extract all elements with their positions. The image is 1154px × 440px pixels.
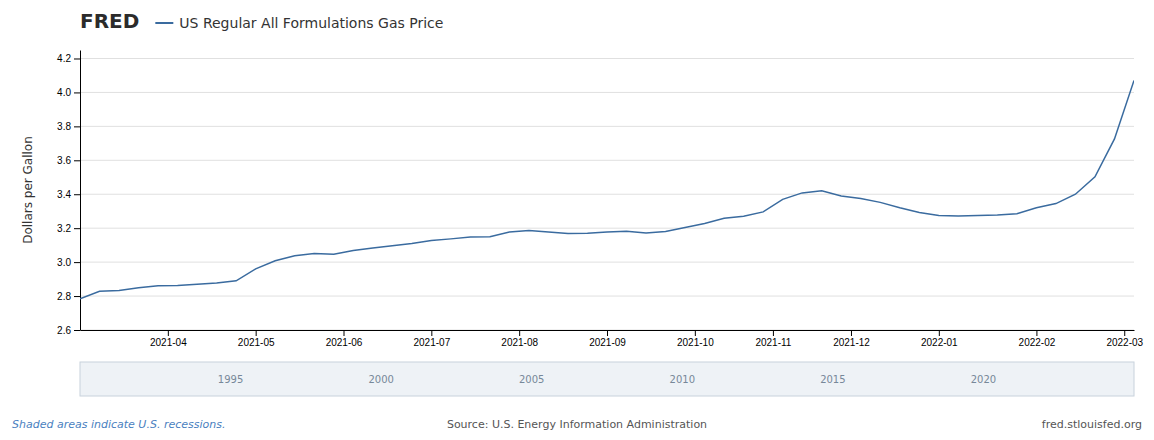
x-tick-mark xyxy=(851,330,852,336)
navigator-year: 2020 xyxy=(971,374,996,385)
navigator: 1995 2000 2005 2010 2015 2020 xyxy=(80,362,1134,396)
y-tick-mark xyxy=(74,262,80,263)
x-tick: 2021-12 xyxy=(833,330,870,348)
y-tick-label: 3.4 xyxy=(57,189,71,200)
x-tick-mark xyxy=(344,330,345,336)
x-tick: 2021-11 xyxy=(755,330,791,348)
y-tick-mark xyxy=(74,296,80,297)
y-axis: 2.6 2.8 3.0 3.2 3.4 3.6 3.8 4.0 4.2 xyxy=(57,51,80,336)
y-axis-title: Dollars per Gallon xyxy=(21,136,35,244)
x-tick-label: 2022-03 xyxy=(1106,337,1143,348)
x-tick-mark xyxy=(773,330,774,336)
chart: FRED US Regular All Formulations Gas Pric… xyxy=(0,0,1154,440)
grid-line xyxy=(80,262,1134,263)
x-tick-label: 2021-07 xyxy=(413,337,450,348)
grid-line xyxy=(80,296,1134,297)
x-tick: 2021-09 xyxy=(589,330,626,348)
x-tick: 2021-05 xyxy=(238,330,275,348)
y-tick: 3.4 xyxy=(57,189,80,200)
x-tick: 2021-10 xyxy=(677,330,714,348)
x-tick-label: 2021-10 xyxy=(677,337,714,348)
x-tick-mark xyxy=(431,330,432,336)
x-tick-label: 2021-12 xyxy=(833,337,870,348)
x-tick: 2021-06 xyxy=(326,330,363,348)
x-tick: 2022-01 xyxy=(921,330,958,348)
y-tick: 3.6 xyxy=(57,155,80,166)
x-tick-mark xyxy=(939,330,940,336)
title-swatch xyxy=(155,22,173,24)
navigator-year: 1995 xyxy=(218,374,243,385)
series xyxy=(80,80,1134,298)
grid-line xyxy=(80,126,1134,127)
x-axis: 2021-04 2021-05 2021-06 2021-07 2021-08 2021-… xyxy=(81,330,1144,348)
y-tick-label: 2.6 xyxy=(57,325,71,336)
y-tick: 4.0 xyxy=(57,87,80,98)
navigator-year: 2000 xyxy=(368,374,393,385)
y-tick: 3.2 xyxy=(57,223,80,234)
title: US Regular All Formulations Gas Price xyxy=(179,15,443,31)
grid-line xyxy=(80,58,1134,59)
footer-note: Shaded areas indicate U.S. recessions. xyxy=(12,418,225,431)
x-tick-mark xyxy=(695,330,696,336)
plot: 2.62.83.03.23.43.63.84.04.22021-042021-0… xyxy=(21,51,1144,349)
y-tick-label: 3.2 xyxy=(57,223,71,234)
x-tick-label: 2022-02 xyxy=(1019,337,1056,348)
grid-line xyxy=(80,228,1134,229)
y-tick-mark xyxy=(74,58,80,59)
y-tick-label: 4.0 xyxy=(57,87,71,98)
y-tick: 2.6 xyxy=(57,325,80,336)
grid-line xyxy=(80,92,1134,93)
y-tick: 2.8 xyxy=(57,291,80,302)
x-tick: 2021-08 xyxy=(501,330,538,348)
y-tick-mark xyxy=(74,194,80,195)
x-tick-mark xyxy=(168,330,169,336)
navigator-year: 2005 xyxy=(519,374,544,385)
y-tick-mark xyxy=(74,126,80,127)
y-axis-line xyxy=(80,51,81,331)
x-tick-label: 2021-11 xyxy=(755,337,791,348)
x-tick-label: 2021-06 xyxy=(326,337,363,348)
x-tick: 2021-04 xyxy=(150,330,187,348)
y-tick-label: 3.8 xyxy=(57,121,71,132)
y-tick-mark xyxy=(74,228,80,229)
x-tick-label: 2021-05 xyxy=(238,337,275,348)
brand: FRED xyxy=(80,9,139,33)
y-tick-label: 3.6 xyxy=(57,155,71,166)
y-tick-label: 2.8 xyxy=(57,291,71,302)
x-tick-label: 2021-09 xyxy=(589,337,626,348)
y-tick-mark xyxy=(74,160,80,161)
x-tick-mark xyxy=(256,330,257,336)
footer: Shaded areas indicate U.S. recessions. So… xyxy=(12,418,1142,431)
x-tick: 2021-07 xyxy=(413,330,450,348)
y-tick-label: 4.2 xyxy=(57,53,71,64)
x-tick-mark xyxy=(607,330,608,336)
y-tick: 3.0 xyxy=(57,257,80,268)
navigator-band xyxy=(80,362,1134,396)
x-tick-mark xyxy=(1036,330,1037,336)
grid xyxy=(80,58,1134,330)
grid-line xyxy=(80,194,1134,195)
y-tick-mark xyxy=(74,92,80,93)
y-tick-label: 3.0 xyxy=(57,257,71,268)
x-tick: 2022-03 xyxy=(1106,330,1143,348)
x-tick-mark xyxy=(1124,330,1125,336)
y-tick: 3.8 xyxy=(57,121,80,132)
x-tick-mark xyxy=(519,330,520,336)
x-tick: 2022-02 xyxy=(1019,330,1056,348)
header: FRED US Regular All Formulations Gas Pric… xyxy=(80,9,443,33)
grid-line xyxy=(80,160,1134,161)
y-tick-mark xyxy=(74,330,80,331)
y-tick: 4.2 xyxy=(57,53,80,64)
navigator-year: 2010 xyxy=(670,374,695,385)
x-tick-label: 2021-08 xyxy=(501,337,538,348)
navigator-year: 2015 xyxy=(820,374,845,385)
x-tick-label: 2022-01 xyxy=(921,337,958,348)
x-tick-label: 2021-04 xyxy=(150,337,187,348)
footer-source: Source: U.S. Energy Information Administ… xyxy=(447,418,707,431)
footer-url: fred.stlouisfed.org xyxy=(1042,418,1142,431)
line xyxy=(80,80,1134,298)
